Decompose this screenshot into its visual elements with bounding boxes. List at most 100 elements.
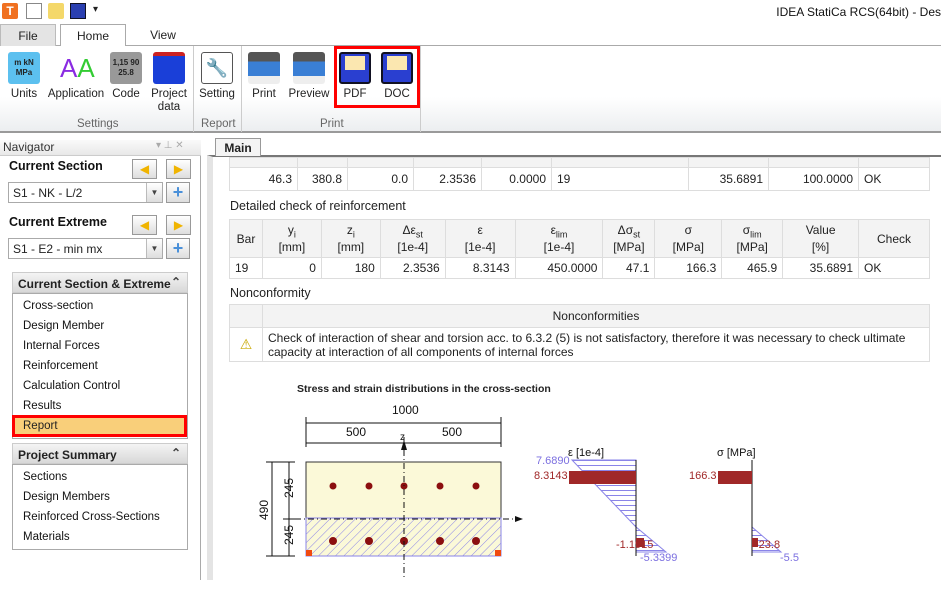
column-header: zi [mm] xyxy=(320,219,381,258)
collapse-icon[interactable]: ⌃ xyxy=(170,275,181,289)
stress-title: σ [MPa] xyxy=(717,447,756,459)
z-axis-label: z xyxy=(400,432,405,443)
nav-item-reinforced-cross-sections[interactable]: Reinforced Cross-Sections xyxy=(23,511,160,523)
detailed-check-table: Bar yi [mm] zi [mm] Δεst [1e-4] ε [1e-4] εlim [1e-… xyxy=(229,219,930,279)
window-title: IDEA StatiCa RCS(64bit) - Des xyxy=(776,5,941,19)
chevron-down-icon: ▼ xyxy=(146,183,162,202)
nav-item-design-member[interactable]: Design Member xyxy=(23,320,105,332)
print-preview-icon xyxy=(293,52,325,84)
app-logo-icon[interactable]: T xyxy=(2,3,18,19)
dim-half-right: 500 xyxy=(442,425,462,439)
nav-item-sections[interactable]: Sections xyxy=(23,471,68,483)
summary-table: 46.3 380.8 0.0 2.3536 0.0000 19 35.6891 … xyxy=(229,157,930,191)
project-data-icon xyxy=(153,52,185,84)
doc-button[interactable]: DOC xyxy=(380,52,414,101)
reinforcement-bar xyxy=(436,537,444,545)
tab-main[interactable]: Main xyxy=(215,138,261,156)
current-extreme-select[interactable]: S1 - E2 - min mx ▼ xyxy=(8,238,163,259)
dim-half-left: 500 xyxy=(346,425,366,439)
strain-diagram: ε [1e-4] 7.6890 8.3143 -1.1915 -5.3399 xyxy=(534,447,677,564)
detailed-check-heading: Detailed check of reinforcement xyxy=(230,199,406,213)
table-cell: 47.1 xyxy=(602,257,656,279)
preview-button[interactable]: Preview xyxy=(288,52,330,101)
section-header-current[interactable]: Current Section & Extreme ⌃ xyxy=(12,272,188,293)
nav-item-report[interactable]: Report xyxy=(12,415,187,437)
dim-lower: 245 xyxy=(282,525,296,545)
nav-item-reinforcement[interactable]: Reinforcement xyxy=(23,360,98,372)
highlight-box xyxy=(334,46,420,108)
stress-bar-bottom-label: -23.8 xyxy=(755,539,780,551)
y-axis-arrow-icon xyxy=(515,516,523,522)
table-cell: 465.9 xyxy=(721,257,784,279)
column-header: ε [1e-4] xyxy=(444,219,516,258)
group-label-print: Print xyxy=(320,118,344,130)
reinforcement-bar xyxy=(365,537,373,545)
code-button[interactable]: 1,15 90 25.8 Code xyxy=(108,52,144,101)
print-button[interactable]: Print xyxy=(247,52,281,101)
nav-item-internal-forces[interactable]: Internal Forces xyxy=(23,340,100,352)
group-label-settings: Settings xyxy=(77,118,119,130)
nonconformities-header: Nonconformities xyxy=(262,304,930,328)
units-icon: m kN MPa xyxy=(8,52,40,84)
pin-icon[interactable]: ▾ ⊥ ✕ xyxy=(156,140,184,151)
table-row: 19 0 180 2.3536 8.3143 450.0000 47.1 166.3 465.9… xyxy=(229,257,930,279)
nav-item-cross-section[interactable]: Cross-section xyxy=(23,300,94,312)
application-button[interactable]: AA Application xyxy=(47,53,105,100)
collapse-icon[interactable]: ⌃ xyxy=(170,446,181,460)
group-label-report: Report xyxy=(201,118,236,130)
project-data-button[interactable]: Project data xyxy=(148,52,190,114)
current-section-label: Current Section xyxy=(9,159,103,173)
column-header: σlim [MPa] xyxy=(721,219,784,258)
nav-item-design-members[interactable]: Design Members xyxy=(23,491,110,503)
strain-bar-bottom xyxy=(636,538,644,547)
new-file-icon[interactable] xyxy=(26,3,42,19)
current-section-list: Cross-section Design Member Internal For… xyxy=(12,293,188,439)
reinforcement-bar xyxy=(365,482,373,490)
tab-view[interactable]: View xyxy=(150,28,176,42)
strain-bar-top-label: 8.3143 xyxy=(534,470,568,482)
dim-height: 490 xyxy=(257,500,271,520)
column-header: εlim [1e-4] xyxy=(514,219,604,258)
report-setting-icon: 🔧 xyxy=(201,52,233,84)
z-axis-arrow-icon xyxy=(401,440,407,450)
column-header: Δεst [1e-4] xyxy=(379,219,446,258)
warning-icon: ⚠ xyxy=(229,327,263,362)
stress-bar-top-label: 166.3 xyxy=(689,470,717,482)
strain-bar-top xyxy=(569,471,636,484)
table-row: ⚠ Check of interaction of shear and torsi… xyxy=(229,327,930,362)
reinforcement-bar xyxy=(329,537,337,545)
setting-button[interactable]: 🔧 Setting xyxy=(197,52,237,101)
open-folder-icon[interactable] xyxy=(48,3,64,19)
ribbon-tabs: File Home View xyxy=(0,22,941,47)
column-header: Value [%] xyxy=(782,219,860,258)
prev-section-button[interactable]: ◀ xyxy=(132,159,157,179)
nonconformity-table: Nonconformities ⚠ Check of interaction of… xyxy=(229,304,930,362)
units-button[interactable]: m kN MPa Units xyxy=(6,52,42,101)
section-header-project-summary[interactable]: Project Summary ⌃ xyxy=(12,443,188,464)
corner-marker xyxy=(495,550,501,556)
quick-access-dropdown-icon[interactable]: ▾ xyxy=(93,4,99,15)
nav-item-materials[interactable]: Materials xyxy=(23,531,70,543)
current-section-select[interactable]: S1 - NK - L/2 ▼ xyxy=(8,182,163,203)
pdf-button[interactable]: PDF xyxy=(338,52,372,101)
printer-icon xyxy=(248,52,280,84)
tab-home[interactable]: Home xyxy=(60,24,126,47)
stress-diagram: σ [MPa] 166.3 -23.8 -5.5 xyxy=(689,447,799,564)
next-section-button[interactable]: ▶ xyxy=(166,159,191,179)
reinforcement-bar xyxy=(436,482,444,490)
prev-extreme-button[interactable]: ◀ xyxy=(132,215,157,235)
tab-file[interactable]: File xyxy=(0,24,56,46)
next-extreme-button[interactable]: ▶ xyxy=(166,215,191,235)
nav-item-results[interactable]: Results xyxy=(23,400,62,412)
stress-bar-top xyxy=(718,471,752,484)
table-cell: 8.3143 xyxy=(444,257,516,279)
table-cell: 19 xyxy=(229,257,263,279)
stress-bar-bottom xyxy=(752,538,758,547)
nav-item-calculation-control[interactable]: Calculation Control xyxy=(23,380,121,392)
add-extreme-button[interactable]: + xyxy=(166,238,190,259)
add-section-button[interactable]: + xyxy=(166,182,190,203)
save-doc-icon xyxy=(381,52,413,84)
save-icon[interactable] xyxy=(70,3,86,19)
table-cell: 166.3 xyxy=(654,257,723,279)
